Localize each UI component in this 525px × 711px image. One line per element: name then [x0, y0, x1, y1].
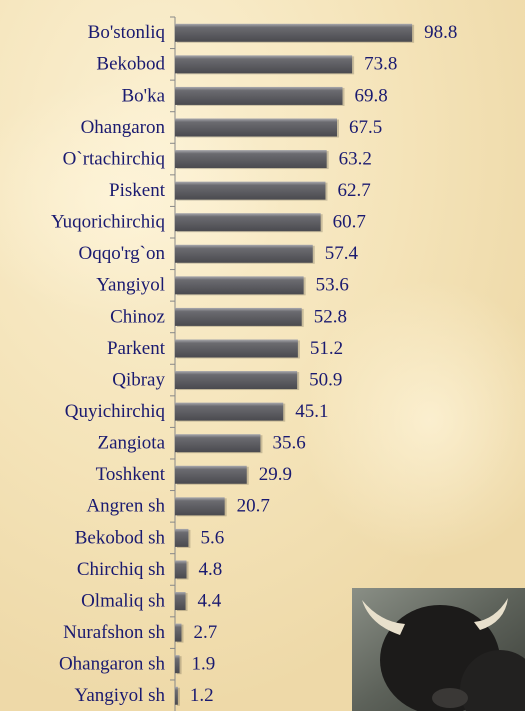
bar — [175, 624, 181, 642]
category-label: Angren sh — [86, 496, 165, 517]
category-label: Bekobod sh — [75, 527, 166, 548]
bar — [175, 497, 225, 515]
value-label: 20.7 — [237, 496, 270, 517]
bar — [175, 55, 352, 73]
category-label: Qibray — [112, 369, 165, 390]
category-label: Oqqo'rg`on — [79, 243, 166, 264]
bar — [175, 213, 321, 231]
value-label: 57.4 — [325, 243, 359, 264]
value-label: 50.9 — [309, 369, 342, 390]
value-label: 98.8 — [424, 22, 457, 43]
category-label: Bo'stonliq — [88, 22, 166, 43]
category-label: Toshkent — [96, 464, 166, 485]
value-label: 52.8 — [314, 306, 347, 327]
value-label: 45.1 — [295, 401, 328, 422]
value-label: 67.5 — [349, 117, 382, 138]
value-label: 2.7 — [193, 622, 217, 643]
value-label: 73.8 — [364, 54, 397, 75]
category-label: Yangiyol — [96, 275, 165, 296]
category-label: Yangiyol sh — [75, 685, 166, 706]
bar — [175, 24, 412, 42]
category-label: Ohangaron sh — [59, 654, 166, 675]
category-label: Yuqorichirchiq — [51, 212, 165, 233]
category-label: Quyichirchiq — [65, 401, 166, 422]
value-label: 4.8 — [199, 559, 223, 580]
value-label: 62.7 — [337, 180, 370, 201]
category-label: Zangiota — [97, 433, 165, 454]
category-label: Chinoz — [110, 306, 165, 327]
category-label: O`rtachirchiq — [63, 148, 166, 169]
bar — [175, 87, 343, 105]
bar — [175, 118, 337, 136]
value-label: 35.6 — [272, 433, 305, 454]
category-label: Parkent — [107, 338, 166, 359]
value-label: 1.9 — [192, 654, 216, 675]
photo — [352, 588, 525, 711]
bar — [175, 182, 325, 200]
bull-muzzle — [432, 688, 468, 708]
bar — [175, 308, 302, 326]
bar — [175, 687, 178, 705]
category-label: Bo'ka — [121, 85, 165, 106]
value-label: 60.7 — [333, 212, 366, 233]
category-label: Chirchiq sh — [77, 559, 166, 580]
value-label: 51.2 — [310, 338, 343, 359]
bar — [175, 560, 187, 578]
bar — [175, 655, 180, 673]
category-label: Piskent — [109, 180, 166, 201]
bar — [175, 466, 247, 484]
bar — [175, 339, 298, 357]
value-label: 29.9 — [259, 464, 292, 485]
bar — [175, 276, 304, 294]
value-label: 69.8 — [355, 85, 388, 106]
chart: Bo'stonliq 98.8 Bekobod 73.8 Bo'ka 69.8 Ohanga… — [0, 0, 525, 711]
bar — [175, 592, 186, 610]
value-label: 1.2 — [190, 685, 214, 706]
value-label: 5.6 — [200, 527, 224, 548]
category-label: Olmaliq sh — [81, 590, 165, 611]
bar — [175, 434, 260, 452]
value-label: 4.4 — [198, 590, 222, 611]
category-label: Bekobod — [96, 54, 165, 75]
value-label: 63.2 — [339, 148, 372, 169]
bar — [175, 403, 283, 421]
bar — [175, 529, 188, 547]
bar — [175, 245, 313, 263]
category-label: Nurafshon sh — [63, 622, 165, 643]
category-label: Ohangaron — [81, 117, 166, 138]
bar — [175, 371, 297, 389]
bar — [175, 150, 327, 168]
value-label: 53.6 — [316, 275, 349, 296]
